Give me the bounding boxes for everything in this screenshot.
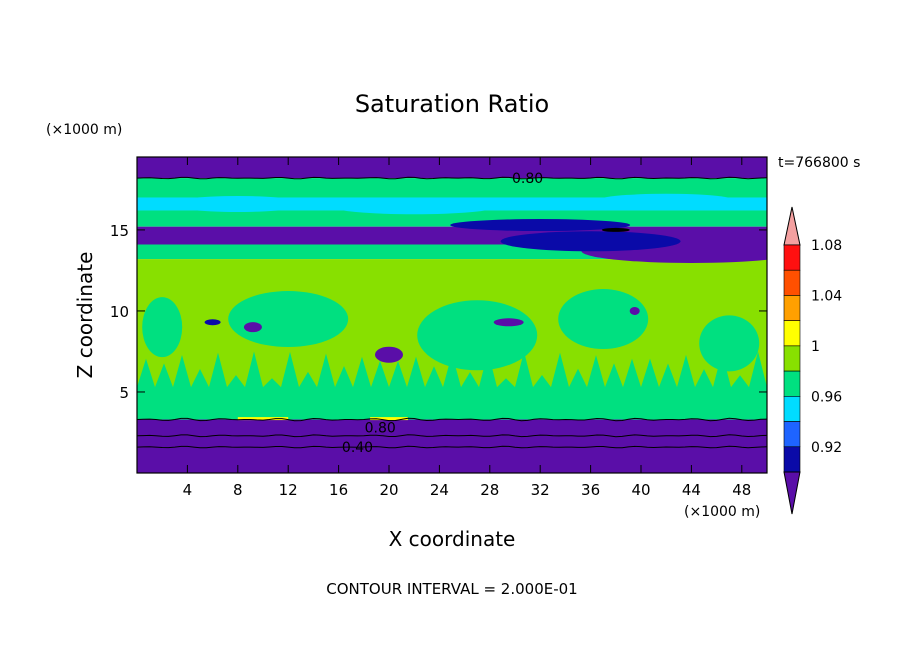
colorbar-swatch-5 <box>783 370 801 397</box>
colorbar-tick-label-2: 1 <box>811 339 820 355</box>
colorbar-swatch-4 <box>783 345 801 372</box>
x-tick-label-11: 48 <box>732 481 751 499</box>
x-tick-label-6: 28 <box>480 481 499 499</box>
purple-pocket <box>375 346 403 363</box>
contour-line-upper <box>137 176 767 180</box>
x-tick-label-7: 32 <box>531 481 550 499</box>
x-tick-label-3: 16 <box>329 481 348 499</box>
contour-plot-area <box>137 157 767 473</box>
x-tick-label-8: 36 <box>581 481 600 499</box>
contour-label-0: 0.80 <box>512 171 543 187</box>
contour-label-2: 0.40 <box>342 440 373 456</box>
x-unit-label: (×1000 m) <box>684 504 760 520</box>
contour-line-lower-080 <box>137 417 767 422</box>
dark-blue-streak <box>450 219 631 232</box>
yellow-strip <box>370 417 408 421</box>
y-tick-label-1: 10 <box>110 303 129 321</box>
yellow-strip <box>237 417 289 421</box>
y-axis-ticks: 5 10 15 <box>110 222 767 402</box>
dark-core <box>601 227 630 232</box>
time-label: t=766800 s <box>778 155 860 171</box>
purple-pocket <box>629 306 640 315</box>
colorbar-swatch-1 <box>783 269 801 296</box>
y-unit-label: (×1000 m) <box>46 122 122 138</box>
colorbar: 0.92 0.96 1 1.04 1.08 <box>783 206 842 515</box>
teal-patch <box>558 289 649 350</box>
colorbar-swatch-7 <box>783 421 801 448</box>
cloud-base-spikes <box>137 351 767 392</box>
contour-line-040 <box>137 445 767 449</box>
cyan-streak <box>596 193 737 208</box>
teal-patch <box>417 300 538 371</box>
x-tick-label-0: 4 <box>183 481 193 499</box>
cyan-streak <box>167 195 308 212</box>
contour-band-1 <box>137 178 767 198</box>
contour-band-8 <box>137 419 767 473</box>
contour-label-1: 0.80 <box>365 421 396 437</box>
purple-pocket <box>493 318 524 327</box>
colorbar-swatch-2 <box>783 295 801 321</box>
colorbar-tick-label-3: 1.04 <box>811 288 842 304</box>
contour-features <box>137 176 767 449</box>
colorbar-top-arrow <box>783 206 801 246</box>
cyan-streak <box>334 200 495 215</box>
y-tick-label-0: 5 <box>119 384 129 402</box>
contour-line-lower <box>137 434 767 438</box>
teal-patch <box>142 297 183 358</box>
colorbar-swatch-0 <box>783 244 801 271</box>
contour-interval-footer: CONTOUR INTERVAL = 2.000E-01 <box>326 580 577 598</box>
y-tick-label-2: 15 <box>110 222 129 240</box>
colorbar-swatch-6 <box>783 396 801 422</box>
teal-patch <box>699 315 760 372</box>
blue-pocket <box>204 319 221 326</box>
x-tick-label-9: 40 <box>631 481 650 499</box>
colorbar-tick-label-1: 0.96 <box>811 389 842 405</box>
contour-bands <box>137 157 767 473</box>
chart-title: Saturation Ratio <box>355 90 549 118</box>
x-tick-label-2: 12 <box>279 481 298 499</box>
dark-blue-streak <box>500 231 681 252</box>
x-tick-label-4: 20 <box>379 481 398 499</box>
contour-band-0 <box>137 157 767 179</box>
x-tick-label-10: 44 <box>682 481 701 499</box>
colorbar-tick-label-4: 1.08 <box>811 238 842 254</box>
purple-pocket <box>243 322 262 333</box>
colorbar-swatch-3 <box>783 320 801 347</box>
plot-frame <box>136 156 768 474</box>
colorbar-swatch-8 <box>783 446 801 473</box>
y-axis-label: Z coordinate <box>73 252 97 379</box>
teal-patch <box>228 291 349 348</box>
x-tick-label-5: 24 <box>430 481 449 499</box>
colorbar-tick-label-0: 0.92 <box>811 440 842 456</box>
x-axis-label: X coordinate <box>389 527 516 551</box>
x-tick-label-1: 8 <box>233 481 243 499</box>
x-axis-ticks: 4 8 12 16 20 24 28 32 36 40 44 48 <box>183 157 751 499</box>
contour-labels: 0.80 0.80 0.40 <box>342 171 543 456</box>
contour-band-7 <box>137 391 767 420</box>
colorbar-bottom-arrow <box>783 471 801 515</box>
